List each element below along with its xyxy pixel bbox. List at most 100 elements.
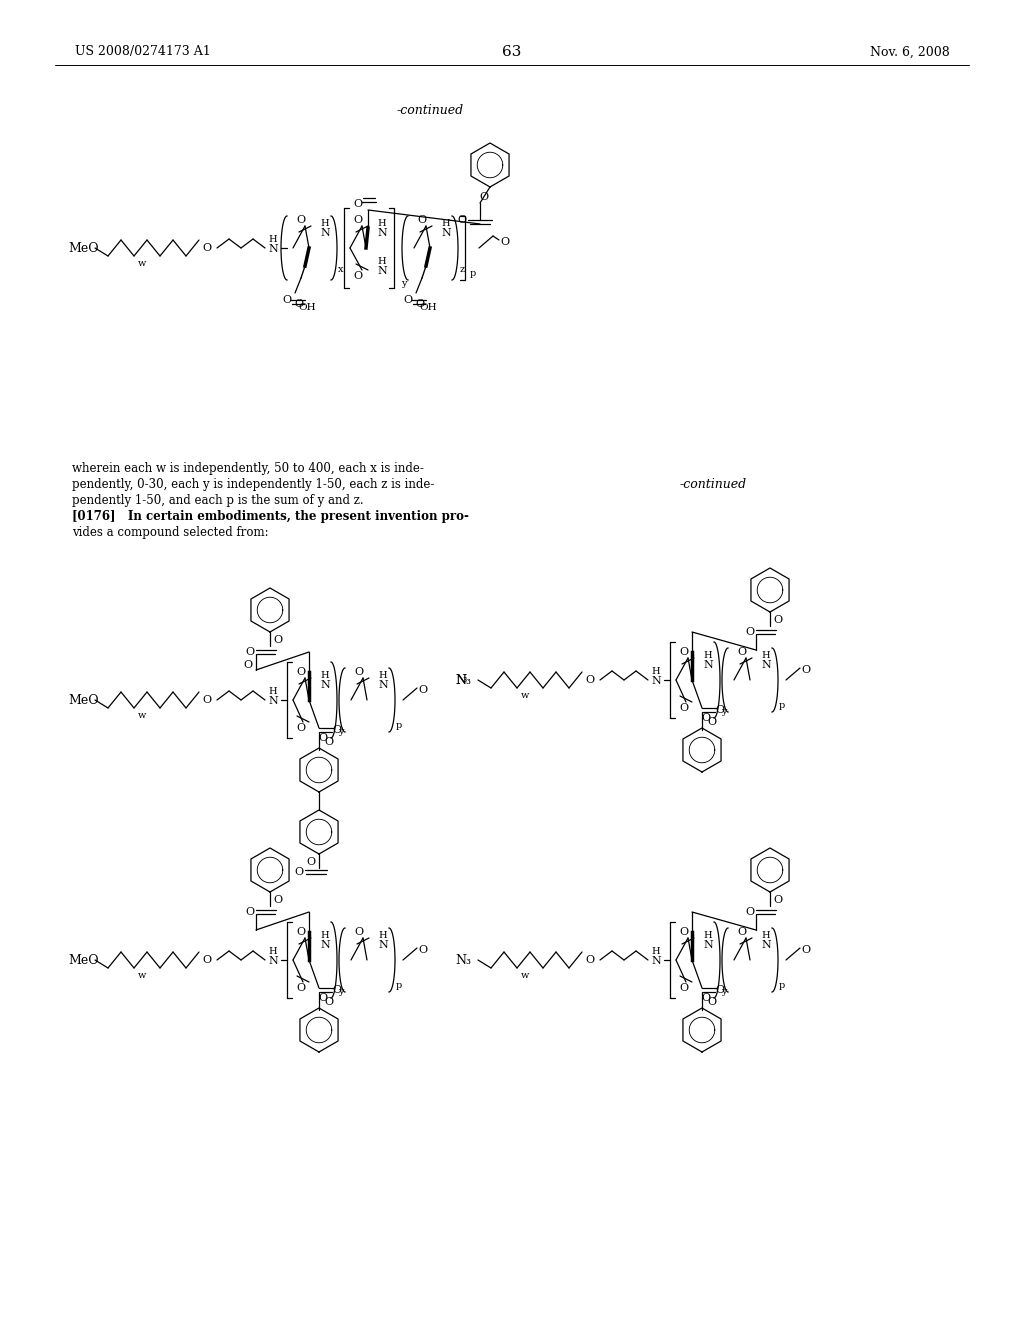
Text: H: H xyxy=(321,672,330,681)
Text: MeO: MeO xyxy=(68,953,98,966)
Text: H: H xyxy=(268,235,278,244)
Text: O: O xyxy=(802,665,811,675)
Text: O: O xyxy=(802,945,811,954)
Text: MeO: MeO xyxy=(68,242,98,255)
Text: vides a compound selected from:: vides a compound selected from: xyxy=(72,525,268,539)
Text: H: H xyxy=(703,652,713,660)
Text: O: O xyxy=(701,993,711,1003)
Text: O: O xyxy=(325,737,334,747)
Text: p: p xyxy=(779,701,785,710)
Text: O: O xyxy=(773,615,782,624)
Text: O: O xyxy=(296,667,305,677)
Text: O: O xyxy=(306,857,315,867)
Text: N: N xyxy=(455,673,466,686)
Text: O: O xyxy=(296,983,305,993)
Text: N: N xyxy=(703,660,713,671)
Text: w: w xyxy=(521,972,529,981)
Text: N₃: N₃ xyxy=(455,953,471,966)
Text: p: p xyxy=(396,721,402,730)
Text: H: H xyxy=(321,932,330,940)
Text: O: O xyxy=(416,300,425,309)
Text: p: p xyxy=(470,268,476,277)
Text: w: w xyxy=(138,711,146,721)
Text: OH: OH xyxy=(298,304,315,313)
Text: N: N xyxy=(378,680,388,690)
Text: pendently 1-50, and each p is the sum of y and z.: pendently 1-50, and each p is the sum of… xyxy=(72,494,364,507)
Text: O: O xyxy=(333,985,342,995)
Text: -continued: -continued xyxy=(680,478,748,491)
Text: H: H xyxy=(378,219,386,228)
Text: H: H xyxy=(651,948,660,957)
Text: O: O xyxy=(353,199,362,209)
Text: -continued: -continued xyxy=(396,103,464,116)
Text: O: O xyxy=(318,993,328,1003)
Text: N: N xyxy=(268,956,278,966)
Text: p: p xyxy=(779,981,785,990)
Text: O: O xyxy=(479,191,488,202)
Text: [0176]   In certain embodiments, the present invention pro-: [0176] In certain embodiments, the prese… xyxy=(72,510,469,523)
Text: y: y xyxy=(401,279,407,288)
Text: O: O xyxy=(737,647,746,657)
Text: O: O xyxy=(419,945,428,954)
Text: x: x xyxy=(338,265,344,275)
Text: H: H xyxy=(321,219,330,228)
Text: O: O xyxy=(273,635,283,645)
Text: O: O xyxy=(708,717,717,727)
Text: MeO: MeO xyxy=(68,693,98,706)
Text: O: O xyxy=(716,705,725,715)
Text: N: N xyxy=(378,940,388,950)
Text: N: N xyxy=(321,940,330,950)
Text: Nov. 6, 2008: Nov. 6, 2008 xyxy=(870,45,950,58)
Text: O: O xyxy=(318,733,328,743)
Text: O: O xyxy=(737,927,746,937)
Text: 63: 63 xyxy=(503,45,521,59)
Text: H: H xyxy=(379,672,387,681)
Text: O: O xyxy=(325,997,334,1007)
Text: N: N xyxy=(761,660,771,671)
Text: O: O xyxy=(586,954,595,965)
Text: N₃: N₃ xyxy=(455,673,471,686)
Text: O: O xyxy=(354,927,364,937)
Text: H: H xyxy=(651,668,660,676)
Text: O: O xyxy=(680,927,688,937)
Text: p: p xyxy=(396,981,402,990)
Text: O: O xyxy=(244,660,253,671)
Text: y: y xyxy=(721,708,727,717)
Text: O: O xyxy=(203,696,212,705)
Text: O: O xyxy=(354,667,364,677)
Text: OH: OH xyxy=(419,304,437,313)
Text: O: O xyxy=(273,895,283,906)
Text: N: N xyxy=(268,696,278,706)
Text: pendently, 0-30, each y is independently 1-50, each z is inde-: pendently, 0-30, each y is independently… xyxy=(72,478,434,491)
Text: O: O xyxy=(296,215,305,224)
Text: US 2008/0274173 A1: US 2008/0274173 A1 xyxy=(75,45,211,58)
Text: O: O xyxy=(745,627,755,638)
Text: O: O xyxy=(353,271,362,281)
Text: O: O xyxy=(773,895,782,906)
Text: N: N xyxy=(268,244,278,253)
Text: H: H xyxy=(762,932,770,940)
Text: O: O xyxy=(296,927,305,937)
Text: O: O xyxy=(353,215,362,224)
Text: O: O xyxy=(680,647,688,657)
Text: N: N xyxy=(703,940,713,950)
Text: O: O xyxy=(418,215,427,224)
Text: H: H xyxy=(703,932,713,940)
Text: O: O xyxy=(701,713,711,723)
Text: w: w xyxy=(521,692,529,701)
Text: O: O xyxy=(419,685,428,696)
Text: y: y xyxy=(721,987,727,997)
Text: O: O xyxy=(716,985,725,995)
Text: O: O xyxy=(296,723,305,733)
Text: y: y xyxy=(338,987,344,997)
Text: O: O xyxy=(586,675,595,685)
Text: y: y xyxy=(338,727,344,737)
Text: O: O xyxy=(246,907,255,917)
Text: O: O xyxy=(680,983,688,993)
Text: N: N xyxy=(321,228,330,238)
Text: H: H xyxy=(378,257,386,267)
Text: O: O xyxy=(203,954,212,965)
Text: O: O xyxy=(246,647,255,657)
Text: O: O xyxy=(203,243,212,253)
Text: N: N xyxy=(321,680,330,690)
